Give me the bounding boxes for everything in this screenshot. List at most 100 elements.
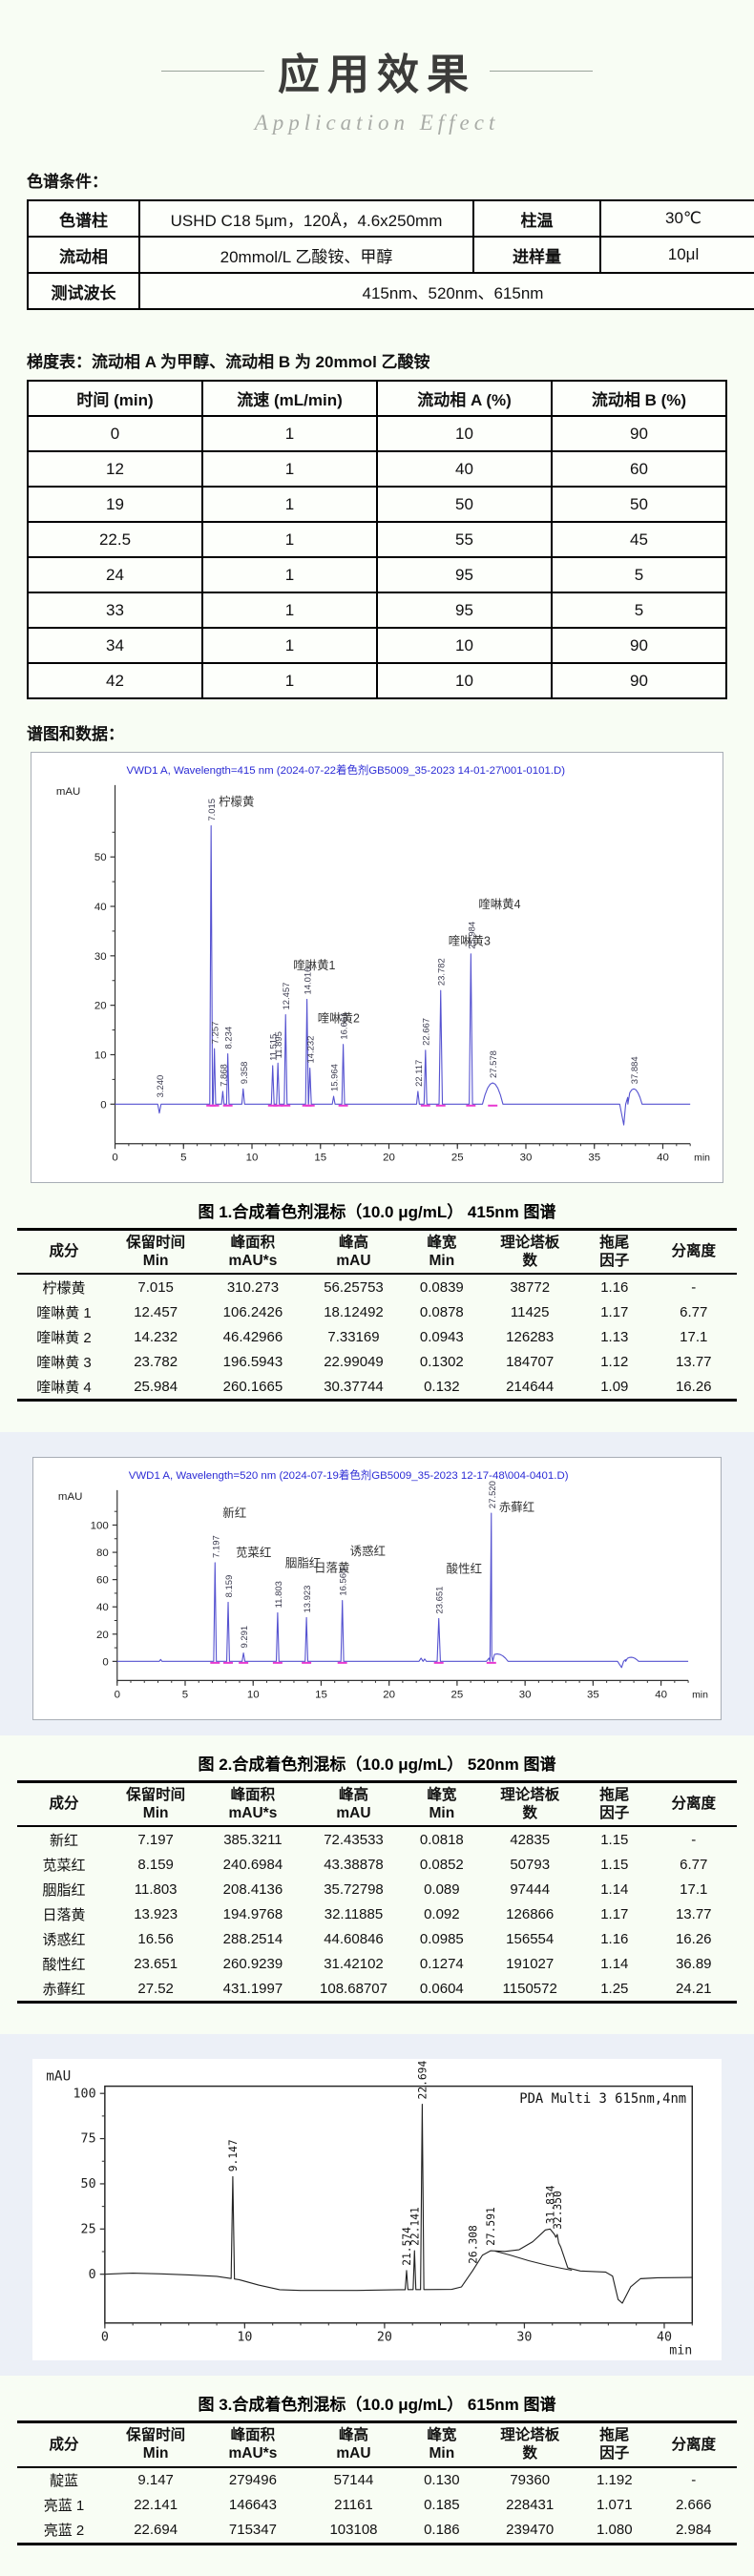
peak-cell: 1.071 [597,2497,633,2514]
svg-text:15.964: 15.964 [330,1064,341,1091]
table-cell: 42 [27,662,203,699]
peak-cell: 36.89 [675,1955,712,1972]
peak-cell: 17.1 [680,1880,708,1898]
table-cell: 1 [201,627,378,664]
table-header-row: 时间 (min) 流速 (mL/min) 流动相 A (%) 流动相 B (%) [27,380,727,417]
svg-text:10: 10 [237,2331,252,2345]
peak-cell: 385.3211 [223,1831,283,1848]
column-header: 峰高 mAU [304,1781,403,1828]
chromatogram-520nm-panel: 0 20 40 60 80 100 0 5 10 15 20 25 30 35 40 mAU min VWD1 A… [32,1457,722,1720]
svg-text:13.923: 13.923 [303,1586,313,1613]
peak-cell: 106.2426 [222,1303,283,1320]
peak-cell: 239470 [506,2522,555,2539]
peak-cell: 0.0839 [419,1278,464,1296]
svg-text:60: 60 [96,1575,109,1587]
peak-cell: 103108 [329,2522,378,2539]
table-cell: 95 [376,592,553,629]
peak-cell: 酸性红 [42,1956,86,1973]
page-subtitle: Application Effect [254,111,500,135]
column-header: 保留时间 Min [111,2421,201,2468]
page-title: 应用效果 [278,52,476,98]
svg-text:16.560: 16.560 [339,1568,349,1596]
peak-cell: 靛蓝 [50,2473,79,2490]
column-header: 峰面积 mAU*s [200,1229,305,1276]
table-cell: 50 [551,486,727,523]
table-cell: 1 [201,662,378,699]
peak-cell: 23.782 [134,1353,178,1370]
gradient-caption: 梯度表：流动相 A 为甲醇、流动相 B 为 20mmol 乙酸铵 [27,353,430,371]
peak-cell: - [691,1278,697,1296]
peak-cell: 0.132 [424,1378,460,1395]
peak-cell: 喹啉黄 1 [36,1304,92,1321]
column-header: 成分 [17,1781,112,1828]
svg-text:14.016: 14.016 [304,967,314,995]
peak-table-615nm: 成分 保留时间 Min 峰面积 mAU*s 峰高 mAU 峰宽 Min 理论塔板数拖尾 因子 分离度靛… [17,2420,737,2545]
table-cell: 10 [376,627,553,664]
svg-text:35: 35 [587,1690,599,1701]
svg-text:100: 100 [73,2088,96,2102]
peak-cell: 260.1665 [222,1378,283,1395]
svg-text:20: 20 [96,1630,109,1641]
chromatogram-520nm: 0 20 40 60 80 100 0 5 10 15 20 25 30 35 40 mAU min VWD1 A… [35,1465,719,1714]
table-cell: 90 [551,627,727,664]
conditions-label: 色谱条件： [27,173,108,191]
table-cell: 50 [376,486,553,523]
peak-cell: 14.232 [134,1328,178,1345]
condition-label: 色谱柱 [27,199,140,238]
svg-text:0: 0 [89,2268,96,2282]
peak-cell: 0.0818 [419,1831,464,1848]
table-cell: 12 [27,450,203,488]
table-cell: 90 [551,415,727,452]
chromatogram-svg: 0 25 50 75 100 0 10 20 30 40 mAU min PDA Multi 3 615… [46,2061,693,2358]
svg-text:8.234: 8.234 [224,1027,235,1049]
condition-value: 20mmol/L 乙酸铵、甲醇 [138,236,474,274]
peak-cell: 38772 [510,1278,551,1296]
svg-text:14.232: 14.232 [306,1036,317,1064]
title-block: 应用效果 Application Effect [0,0,754,135]
svg-text:7.015: 7.015 [207,799,218,821]
svg-text:9.147: 9.147 [227,2140,240,2172]
table-cell: 1 [201,450,378,488]
table-row: 34 1 10 90 [27,627,727,664]
svg-text:喹啉黄4: 喹啉黄4 [478,897,520,911]
peak-cell: 42835 [510,1831,551,1848]
peak-row: 胭脂红 11.803 208.4136 35.72798 0.089 97444 1.14 1… [17,1877,737,1901]
peak-cell: 6.77 [680,1303,708,1320]
svg-text:30: 30 [516,2331,532,2345]
column-header: 保留时间 Min [111,1781,201,1828]
svg-text:40: 40 [655,1690,667,1701]
peak-cell: 喹啉黄 2 [36,1329,92,1346]
table-cell: 40 [376,450,553,488]
svg-text:37.884: 37.884 [630,1056,640,1084]
table-cell: 1 [201,556,378,593]
peak-cell: 24.21 [675,1980,712,1997]
peak-cell: 0.0943 [419,1328,464,1345]
svg-text:15: 15 [314,1153,326,1164]
column-header: 理论塔板数 [481,2421,579,2468]
svg-text:27.520: 27.520 [488,1481,498,1508]
peak-cell: 11425 [510,1303,550,1320]
peak-cell: 32.11885 [324,1905,384,1922]
svg-text:7.197: 7.197 [211,1536,221,1559]
table-cell: 19 [27,486,203,523]
conditions-row: 色谱柱 USHD C18 5μm，120Å，4.6x250mm 柱温 30℃ [27,199,754,238]
condition-value: 10μl [599,236,754,274]
svg-text:32.350: 32.350 [552,2191,564,2230]
peak-cell: 13.77 [675,1353,712,1370]
conditions-row: 测试波长 415nm、520nm、615nm [27,272,754,310]
peak-cell: 56.25753 [324,1278,384,1296]
table-cell: 22.5 [27,521,203,558]
conditions-row: 流动相 20mmol/L 乙酸铵、甲醇 进样量 10μl [27,236,754,274]
peak-cell: 7.015 [137,1278,174,1296]
svg-text:23.651: 23.651 [435,1587,446,1614]
peak-row: 新红 7.197 385.3211 72.43533 0.0818 42835 1.15 - [17,1826,737,1852]
peak-cell: 16.56 [137,1930,174,1947]
chromatogram-615nm-panel: 0 25 50 75 100 0 10 20 30 40 mAU min PDA Multi 3 615… [32,2059,722,2361]
peak-cell: 7.33169 [327,1328,380,1345]
condition-label: 柱温 [472,199,601,238]
table-cell: 5 [551,592,727,629]
peak-cell: 胭脂红 [42,1881,86,1899]
peak-cell: 208.4136 [222,1880,283,1898]
peak-cell: 31.42102 [324,1955,384,1972]
table-cell: 10 [376,415,553,452]
